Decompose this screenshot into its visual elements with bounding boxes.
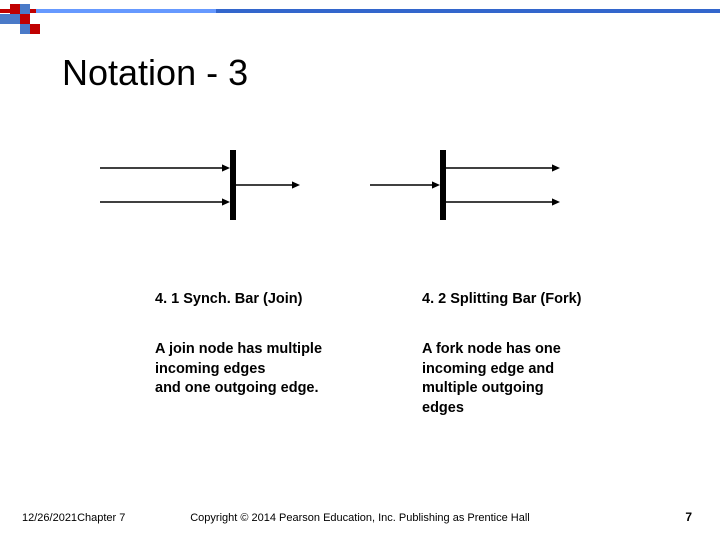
footer-copyright: Copyright © 2014 Pearson Education, Inc.… bbox=[0, 512, 720, 524]
footer-page-number: 7 bbox=[685, 510, 692, 524]
slide-title: Notation - 3 bbox=[62, 52, 248, 94]
text-line: edges bbox=[422, 400, 464, 416]
notation-diagram bbox=[0, 140, 720, 240]
join-diagram-title: 4. 1 Synch. Bar (Join) bbox=[155, 290, 302, 310]
text-line: multiple outgoing bbox=[422, 380, 544, 396]
top-border-bar bbox=[0, 0, 720, 4]
text-line: and one outgoing edge. bbox=[155, 380, 319, 396]
text-line: incoming edges bbox=[155, 361, 265, 377]
slide-logo bbox=[0, 4, 40, 36]
text-line: A join node has multiple bbox=[155, 341, 322, 357]
fork-diagram-description: A fork node has one incoming edge and mu… bbox=[422, 340, 561, 418]
join-diagram-description: A join node has multiple incoming edges … bbox=[155, 340, 322, 399]
text-line: incoming edge and bbox=[422, 361, 554, 377]
text-line: A fork node has one bbox=[422, 341, 561, 357]
fork-diagram-title: 4. 2 Splitting Bar (Fork) bbox=[422, 290, 582, 310]
